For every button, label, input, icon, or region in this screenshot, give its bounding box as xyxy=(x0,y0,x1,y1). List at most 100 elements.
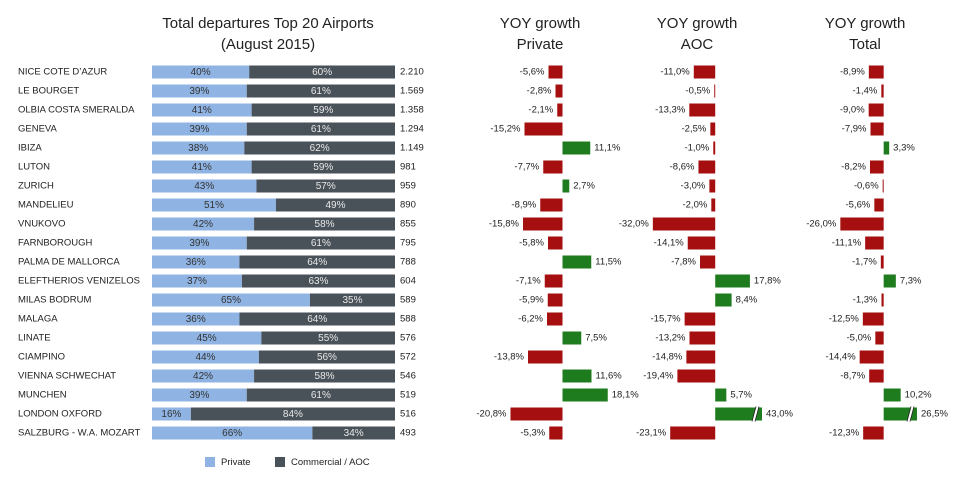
bar xyxy=(869,369,884,383)
value-label: 17,8% xyxy=(754,276,781,287)
chart-title: Total departures Top 20 Airports xyxy=(162,15,374,32)
bar-segment xyxy=(152,293,310,307)
segment-label: 39% xyxy=(189,124,209,135)
total-label: 959 xyxy=(400,181,416,192)
bar xyxy=(670,426,716,440)
value-label: 10,2% xyxy=(905,390,932,401)
segment-label: 57% xyxy=(316,181,336,192)
segment-label: 49% xyxy=(325,200,345,211)
segment-label: 84% xyxy=(283,409,303,420)
segment-label: 41% xyxy=(192,105,212,116)
value-label: 3,3% xyxy=(893,143,915,154)
value-label: -8,9% xyxy=(511,200,536,211)
value-label: 43,0% xyxy=(766,409,793,420)
segment-label: 61% xyxy=(311,86,331,97)
chart-subtitle: AOC xyxy=(681,36,714,53)
segment-label: 38% xyxy=(188,143,208,154)
segment-label: 63% xyxy=(308,276,328,287)
bar-segment xyxy=(246,236,395,250)
bar xyxy=(870,122,884,136)
value-label: -1,7% xyxy=(852,257,877,268)
segment-label: 37% xyxy=(187,276,207,287)
category-label: CIAMPINO xyxy=(18,352,65,363)
category-label: FARNBOROUGH xyxy=(18,238,93,249)
bar xyxy=(711,198,716,212)
category-label: SALZBURG - W.A. MOZART xyxy=(18,428,140,439)
bar xyxy=(870,160,884,174)
segment-label: 40% xyxy=(191,67,211,78)
bar xyxy=(875,331,884,345)
bar xyxy=(713,141,716,155)
segment-label: 64% xyxy=(307,314,327,325)
bar-segment xyxy=(152,426,313,440)
bar xyxy=(874,198,884,212)
axis-break xyxy=(752,406,759,422)
category-label: MANDELIEU xyxy=(18,200,74,211)
value-label: -7,1% xyxy=(516,276,541,287)
bar-segment xyxy=(152,407,191,421)
total-label: 572 xyxy=(400,352,416,363)
segment-label: 60% xyxy=(312,67,332,78)
total-label: 855 xyxy=(400,219,416,230)
value-label: -13,3% xyxy=(655,105,686,116)
value-label: 7,5% xyxy=(585,333,607,344)
bar-segment xyxy=(152,160,252,174)
segment-label: 65% xyxy=(221,295,241,306)
bar-segment xyxy=(152,331,262,345)
segment-label: 61% xyxy=(311,124,331,135)
bar xyxy=(689,331,716,345)
segment-label: 42% xyxy=(193,371,213,382)
bar xyxy=(677,369,716,383)
bar-segment xyxy=(152,84,247,98)
value-label: 8,4% xyxy=(736,295,758,306)
value-label: 11,1% xyxy=(594,143,621,154)
total-label: 788 xyxy=(400,257,416,268)
chart-subtitle: Total xyxy=(849,36,881,53)
category-label: MALAGA xyxy=(18,314,58,325)
segment-label: 36% xyxy=(186,257,206,268)
segment-label: 64% xyxy=(307,257,327,268)
bar-segment xyxy=(152,198,276,212)
value-label: -12,3% xyxy=(829,428,860,439)
value-label: -20,8% xyxy=(476,409,507,420)
bar-segment xyxy=(312,426,395,440)
bar xyxy=(510,407,563,421)
bar-segment xyxy=(152,274,242,288)
bar-segment xyxy=(152,350,259,364)
value-label: -1,0% xyxy=(684,143,709,154)
value-label: -5,6% xyxy=(846,200,871,211)
bar-segment xyxy=(254,369,395,383)
bar xyxy=(549,426,563,440)
bar-segment xyxy=(190,407,395,421)
bar-segment xyxy=(152,236,247,250)
bar xyxy=(698,160,716,174)
bar xyxy=(557,103,563,117)
legend-swatch xyxy=(205,457,215,467)
value-label: 18,1% xyxy=(612,390,639,401)
value-label: -5,8% xyxy=(519,238,544,249)
bar-segment xyxy=(239,312,395,326)
bar xyxy=(868,65,884,79)
total-label: 493 xyxy=(400,428,416,439)
axis-break-line xyxy=(909,406,915,422)
value-label: -1,4% xyxy=(853,86,878,97)
value-label: -19,4% xyxy=(643,371,674,382)
bar-segment xyxy=(249,65,395,79)
bar xyxy=(882,179,884,193)
chart-title: YOY growth xyxy=(500,15,581,32)
bar xyxy=(715,407,762,421)
bar-segment xyxy=(309,293,395,307)
value-label: -6,2% xyxy=(518,314,543,325)
value-label: -2,1% xyxy=(528,105,553,116)
bar xyxy=(859,350,884,364)
segment-label: 61% xyxy=(311,238,331,249)
segment-label: 41% xyxy=(192,162,212,173)
value-label: -7,9% xyxy=(842,124,867,135)
legend-label: Commercial / AOC xyxy=(291,457,370,468)
segment-label: 43% xyxy=(194,181,214,192)
axis-break xyxy=(907,406,914,422)
value-label: 2,7% xyxy=(573,181,595,192)
value-label: -32,0% xyxy=(619,219,650,230)
bar xyxy=(547,312,563,326)
